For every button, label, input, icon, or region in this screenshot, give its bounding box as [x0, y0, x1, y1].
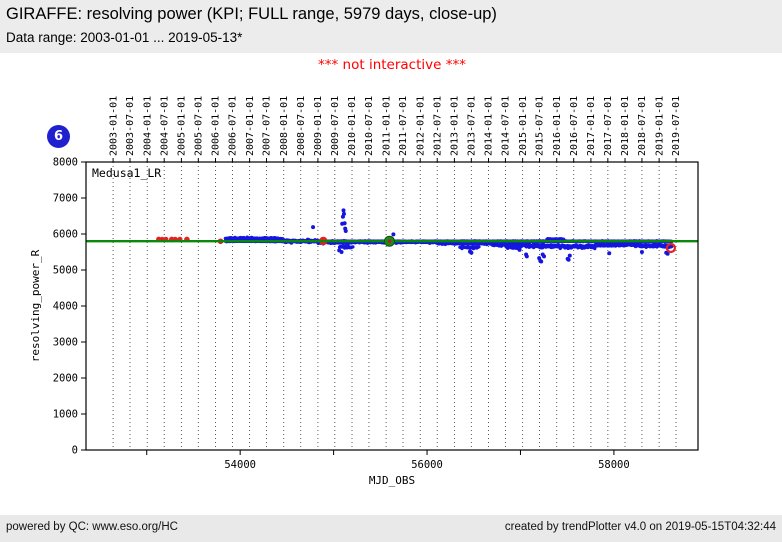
svg-text:2011-01-01: 2011-01-01 [381, 96, 392, 156]
date-gridlines [112, 158, 677, 450]
svg-text:4000: 4000 [53, 301, 78, 313]
svg-text:2006-07-01: 2006-07-01 [228, 96, 239, 156]
footer-powered-by: powered by QC: www.eso.org/HC [6, 521, 178, 533]
svg-text:2005-07-01: 2005-07-01 [194, 96, 205, 156]
svg-text:2015-01-01: 2015-01-01 [518, 96, 529, 156]
svg-text:2009-01-01: 2009-01-01 [313, 96, 324, 156]
svg-text:2019-01-01: 2019-01-01 [654, 96, 665, 156]
footer-created-by: created by trendPlotter v4.0 on 2019-05-… [504, 521, 776, 533]
svg-text:2016-07-01: 2016-07-01 [569, 96, 580, 156]
svg-text:2003-07-01: 2003-07-01 [125, 96, 136, 156]
header-bar: GIRAFFE: resolving power (KPI; FULL rang… [0, 0, 782, 53]
svg-text:2012-01-01: 2012-01-01 [415, 96, 426, 156]
svg-text:6000: 6000 [53, 229, 78, 241]
svg-text:2012-07-01: 2012-07-01 [432, 96, 443, 156]
svg-text:2013-07-01: 2013-07-01 [467, 96, 478, 156]
svg-text:2018-01-01: 2018-01-01 [620, 96, 631, 156]
svg-text:0: 0 [72, 445, 78, 457]
svg-text:3000: 3000 [53, 337, 78, 349]
svg-text:2004-07-01: 2004-07-01 [159, 96, 170, 156]
last-point-ring [665, 242, 677, 254]
date-tick-labels: 2003-01-01 2003-07-01 2004-01-01 2004-07-01… [108, 96, 682, 156]
svg-text:2004-01-01: 2004-01-01 [142, 96, 153, 156]
svg-text:2007-01-01: 2007-01-01 [245, 96, 256, 156]
svg-text:2007-07-01: 2007-07-01 [262, 96, 273, 156]
svg-text:2008-07-01: 2008-07-01 [296, 96, 307, 156]
footer-bar: powered by QC: www.eso.org/HC created by… [0, 515, 782, 542]
svg-text:2014-01-01: 2014-01-01 [484, 96, 495, 156]
x-axis-label: MJD_OBS [369, 474, 415, 487]
not-interactive-notice: *** not interactive *** [318, 57, 466, 73]
svg-text:58000: 58000 [598, 459, 630, 471]
svg-text:2000: 2000 [53, 373, 78, 385]
svg-text:5000: 5000 [53, 265, 78, 277]
y-axis-label: resolving_power_R [29, 249, 42, 362]
plot-frame [85, 161, 699, 451]
page-title: GIRAFFE: resolving power (KPI; FULL rang… [6, 5, 497, 23]
series-label: Medusa1_LR [92, 166, 161, 180]
data-range-subtitle: Data range: 2003-01-01 ... 2019-05-13* [6, 30, 243, 45]
svg-text:8000: 8000 [53, 157, 78, 169]
svg-text:56000: 56000 [411, 459, 443, 471]
svg-text:1000: 1000 [53, 409, 78, 421]
svg-text:2003-01-01: 2003-01-01 [108, 96, 119, 156]
svg-text:2014-07-01: 2014-07-01 [501, 96, 512, 156]
y-axis-ticks: 0 1000 2000 3000 4000 5000 6000 7000 8000 [53, 157, 86, 457]
svg-text:2017-01-01: 2017-01-01 [586, 96, 597, 156]
count-badge: 6 [47, 125, 70, 148]
svg-text:2010-07-01: 2010-07-01 [364, 96, 375, 156]
svg-text:7000: 7000 [53, 193, 78, 205]
svg-text:2008-01-01: 2008-01-01 [279, 96, 290, 156]
svg-text:2005-01-01: 2005-01-01 [177, 96, 188, 156]
svg-text:2010-01-01: 2010-01-01 [347, 96, 358, 156]
svg-text:2019-07-01: 2019-07-01 [671, 96, 682, 156]
svg-text:2015-07-01: 2015-07-01 [535, 96, 546, 156]
svg-text:2006-01-01: 2006-01-01 [211, 96, 222, 156]
svg-text:2018-07-01: 2018-07-01 [637, 96, 648, 156]
green-marker-core [387, 239, 392, 243]
x-axis-ticks: 54000 56000 58000 [146, 450, 630, 471]
plot-background [86, 162, 698, 450]
svg-text:2017-07-01: 2017-07-01 [603, 96, 614, 156]
svg-text:2011-07-01: 2011-07-01 [398, 96, 409, 156]
svg-text:2016-01-01: 2016-01-01 [552, 96, 563, 156]
svg-text:2013-01-01: 2013-01-01 [450, 96, 461, 156]
svg-text:54000: 54000 [224, 459, 256, 471]
svg-text:2009-07-01: 2009-07-01 [330, 96, 341, 156]
